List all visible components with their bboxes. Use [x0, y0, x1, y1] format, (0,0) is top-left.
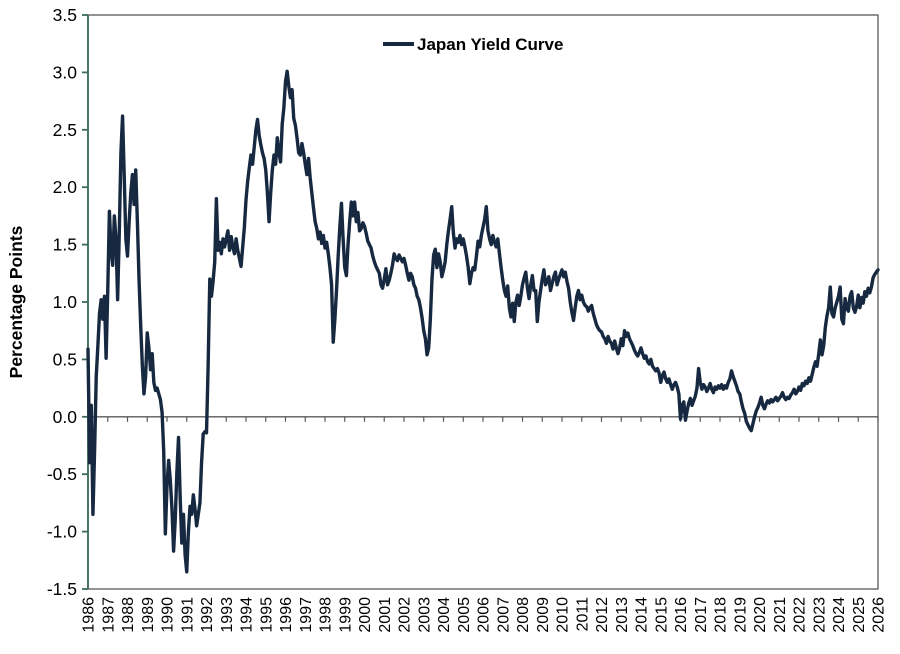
- x-tick-label: 1996: [278, 597, 295, 633]
- x-tick-label: 1986: [81, 597, 98, 633]
- x-tick-label: 2021: [772, 597, 789, 633]
- x-tick-label: 2022: [792, 597, 809, 633]
- x-tick-label: 1992: [199, 597, 216, 633]
- x-tick-label: 2011: [574, 597, 591, 632]
- series-line-japan-yield-curve: [86, 69, 880, 574]
- legend: Japan Yield Curve: [383, 35, 563, 54]
- x-tick-label: 2005: [456, 597, 473, 633]
- x-tick-label: 1993: [219, 597, 236, 633]
- x-tick-label: 2016: [673, 597, 690, 633]
- x-tick-label: 1998: [318, 597, 335, 633]
- x-tick-label: 2023: [811, 597, 828, 633]
- x-tick-label: 2004: [436, 597, 453, 633]
- y-tick-label: 2.5: [53, 120, 77, 140]
- plot-border: [87, 14, 879, 590]
- x-tick-label: 2026: [871, 597, 888, 633]
- x-tick-label: 2012: [594, 597, 611, 633]
- x-tick-label: 2018: [713, 597, 730, 633]
- legend-label: Japan Yield Curve: [417, 35, 563, 54]
- x-tick-label: 1997: [298, 597, 315, 633]
- y-tick-label: 1.0: [53, 292, 78, 312]
- x-tick-label: 2020: [752, 597, 769, 633]
- y-tick-label: 0.0: [53, 407, 78, 427]
- x-tick-label: 2002: [397, 597, 414, 633]
- x-tick-label: 2003: [416, 597, 433, 633]
- x-tick-label: 2000: [357, 597, 374, 633]
- x-tick-label: 2001: [377, 597, 394, 633]
- y-axis-title: Percentage Points: [6, 225, 26, 378]
- x-tick-label: 1995: [258, 597, 275, 633]
- x-tick-label: 2010: [555, 597, 572, 633]
- x-tick-label: 1991: [179, 597, 196, 633]
- x-tick-label: 1999: [337, 597, 354, 633]
- x-tick-label: 2017: [693, 597, 710, 633]
- x-tick-label: 1987: [100, 597, 117, 633]
- x-tick-label: 2009: [535, 597, 552, 633]
- x-tick-label: 2025: [851, 597, 868, 633]
- y-tick-label: -1.0: [47, 522, 77, 542]
- x-tick-label: 1990: [160, 597, 177, 633]
- x-tick-label: 2008: [515, 597, 532, 633]
- x-tick-label: 2006: [476, 597, 493, 633]
- x-tick-label: 2007: [495, 597, 512, 633]
- plot-area: 3.5 3.0 2.5 2.0 1.5 1.0 0.5 0.0 -0.5 -1.0 -1.51986…: [47, 5, 888, 633]
- x-tick-label: 2014: [634, 597, 651, 633]
- y-tick-label: -1.5: [47, 579, 77, 599]
- x-tick-label: 2013: [614, 597, 631, 633]
- x-tick-label: 2019: [732, 597, 749, 633]
- y-tick-label: 1.5: [53, 235, 77, 255]
- y-tick-label: 3.0: [53, 62, 78, 82]
- x-tick-label: 1989: [140, 597, 157, 633]
- y-tick-label: -0.5: [47, 464, 77, 484]
- x-tick-label: 2015: [653, 597, 670, 633]
- y-tick-label: 2.0: [53, 177, 78, 197]
- x-tick-label: 2024: [831, 597, 848, 633]
- x-tick-label: 1988: [120, 597, 137, 633]
- y-tick-label: 0.5: [53, 349, 77, 369]
- y-tick-label: 3.5: [53, 5, 77, 25]
- x-tick-label: 1994: [239, 597, 256, 633]
